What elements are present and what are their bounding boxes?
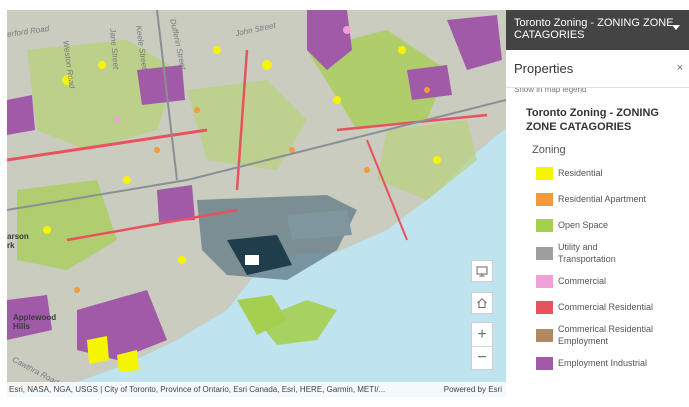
- layer-header[interactable]: Toronto Zoning - ZONING ZONE CATAGORIES: [506, 10, 689, 50]
- legend-label: Open Space: [558, 220, 609, 230]
- zoom-out-button[interactable]: −: [472, 346, 492, 369]
- legend-label: Employment Industrial: [558, 358, 648, 368]
- desktop-button[interactable]: [471, 260, 493, 282]
- home-icon: [477, 298, 487, 308]
- legend-group-zoning: Zoning: [532, 144, 566, 156]
- layer-header-title: Toronto Zoning - ZONING ZONE CATAGORIES: [514, 17, 674, 41]
- properties-panel: Toronto Zoning - ZONING ZONE CATAGORIES …: [506, 10, 689, 397]
- desktop-icon: [476, 266, 488, 276]
- downtown-core: [245, 255, 259, 265]
- legend-swatch: [536, 192, 553, 206]
- legend-swatch: [536, 356, 553, 370]
- place-label-edge: arson rk: [7, 232, 29, 250]
- legend-item: Utility and Transportation: [536, 238, 689, 268]
- legend-item: Employment Industrial: [536, 350, 689, 376]
- legend-label: Residential: [558, 168, 603, 178]
- downtown-core: [227, 235, 292, 275]
- legend-layer-title: Toronto Zoning - ZONING ZONE CATAGORIES: [526, 107, 659, 133]
- industrial-area: [307, 10, 352, 70]
- legend-swatch: [536, 328, 553, 342]
- legend-label: Residential Apartment: [558, 194, 647, 204]
- legend-label: Commercial: [558, 276, 607, 286]
- residential-area: [117, 350, 139, 372]
- home-button[interactable]: [471, 292, 493, 314]
- open-space-area: [17, 180, 117, 270]
- open-space-area: [27, 40, 177, 150]
- legend-swatch: [536, 246, 553, 260]
- properties-title: Properties: [514, 61, 574, 76]
- legend-swatch: [536, 300, 553, 314]
- attribution-text: Esri, NASA, NGA, USGS | City of Toronto,…: [9, 385, 386, 394]
- legend-label: Commerical Residential Employment: [558, 324, 654, 346]
- legend-label: Utility and Transportation: [558, 242, 616, 264]
- legend-swatch: [536, 166, 553, 180]
- open-space-area: [187, 80, 307, 170]
- legend-swatch: [536, 274, 553, 288]
- legend-item: Residential Apartment: [536, 186, 689, 212]
- place-label-applewood: Applewood Hills: [13, 313, 57, 331]
- industrial-area: [157, 185, 195, 222]
- legend-item: Commercial Residential: [536, 294, 689, 320]
- industrial-area: [447, 15, 502, 70]
- map-view[interactable]: erford Road Weston Road Jane Street Keel…: [7, 10, 506, 397]
- open-space-area: [377, 120, 477, 200]
- legend-list: Residential Residential Apartment Open S…: [506, 156, 689, 376]
- downtown-core: [287, 210, 352, 240]
- legend-label: Commercial Residential: [558, 302, 654, 312]
- residential-area: [87, 336, 109, 364]
- zoom-control: + −: [471, 322, 493, 370]
- legend-item: Commercial: [536, 268, 689, 294]
- industrial-area: [7, 95, 35, 135]
- zoning-map-canvas[interactable]: [7, 10, 506, 397]
- industrial-area: [407, 65, 452, 100]
- properties-header: Properties ×: [506, 50, 689, 88]
- legend-item: Commerical Residential Employment: [536, 320, 689, 350]
- close-icon[interactable]: ×: [676, 62, 683, 74]
- powered-by-esri-link[interactable]: Powered by Esri: [443, 385, 502, 394]
- industrial-area: [137, 65, 185, 105]
- chevron-down-icon[interactable]: [672, 25, 680, 30]
- show-in-legend-label[interactable]: Show in map legend: [514, 87, 587, 94]
- zoom-in-button[interactable]: +: [477, 325, 487, 343]
- industrial-area: [7, 295, 52, 340]
- map-attribution: Esri, NASA, NGA, USGS | City of Toronto,…: [7, 382, 506, 397]
- legend-swatch: [536, 218, 553, 232]
- legend-item: Residential: [536, 160, 689, 186]
- legend-item: Open Space: [536, 212, 689, 238]
